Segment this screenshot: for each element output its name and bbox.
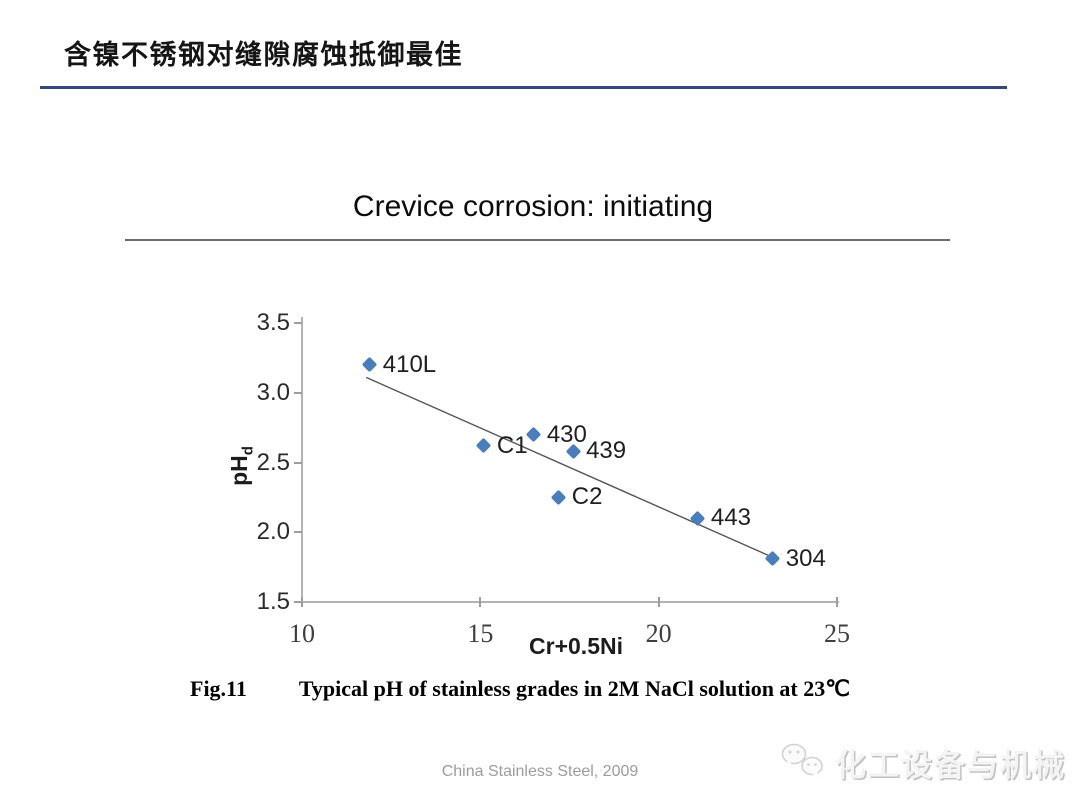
y-tick-label: 3.0: [256, 378, 290, 406]
y-tick-mark: [294, 461, 302, 464]
x-tick-mark: [301, 597, 303, 607]
x-tick-mark: [836, 597, 838, 607]
x-tick-label: 25: [824, 619, 850, 648]
x-tick-label: 10: [289, 619, 315, 648]
trendline: [365, 376, 774, 559]
data-point-label: 304: [785, 544, 826, 572]
x-tick-mark: [657, 597, 660, 607]
scatter-plot: pHd Cr+0.5Ni 1.5 2.0 2.5 3.0 3.5 10 15 20 25 410L…: [226, 309, 850, 659]
x-tick-mark: [479, 597, 482, 607]
y-tick-mark: [294, 391, 302, 394]
data-point-label: C1: [496, 431, 528, 459]
wechat-icon: [781, 743, 823, 778]
x-axis-line: [295, 601, 839, 603]
y-tick-mark: [294, 601, 302, 603]
data-point-label: C2: [571, 483, 603, 511]
footer-source: China Stainless Steel, 2009: [441, 763, 639, 780]
y-tick-label: 3.5: [256, 309, 290, 336]
x-tick-label: 20: [645, 619, 672, 648]
watermark: 化工设备与机械: [779, 740, 1066, 785]
data-point-label: 410L: [382, 350, 437, 378]
y-tick-mark: [294, 322, 302, 324]
y-tick-mark: [294, 531, 302, 534]
chart-title-underline: [125, 239, 950, 241]
data-point-label: 439: [586, 437, 627, 465]
data-point-label: 443: [710, 504, 751, 532]
figure-number: Fig.11: [190, 676, 247, 701]
y-tick-label: 2.0: [256, 518, 290, 546]
chart-title: Crevice corrosion: initiating: [352, 190, 714, 223]
watermark-text: 化工设备与机械: [835, 748, 1066, 783]
y-tick-label: 1.5: [256, 588, 290, 615]
y-axis-line: [301, 317, 303, 603]
y-tick-label: 2.5: [256, 448, 290, 476]
x-axis-title: Cr+0.5Ni: [529, 633, 623, 659]
title-underline: [40, 86, 1007, 89]
x-tick-label: 15: [467, 619, 494, 648]
slide-title: 含镍不锈钢对缝隙腐蚀抵御最佳: [64, 40, 463, 70]
data-point-label: 430: [546, 420, 587, 448]
figure-caption-text: Typical pH of stainless grades in 2M NaC…: [298, 676, 850, 701]
figure-caption: Fig.11 Typical pH of stainless grades in…: [190, 676, 850, 702]
